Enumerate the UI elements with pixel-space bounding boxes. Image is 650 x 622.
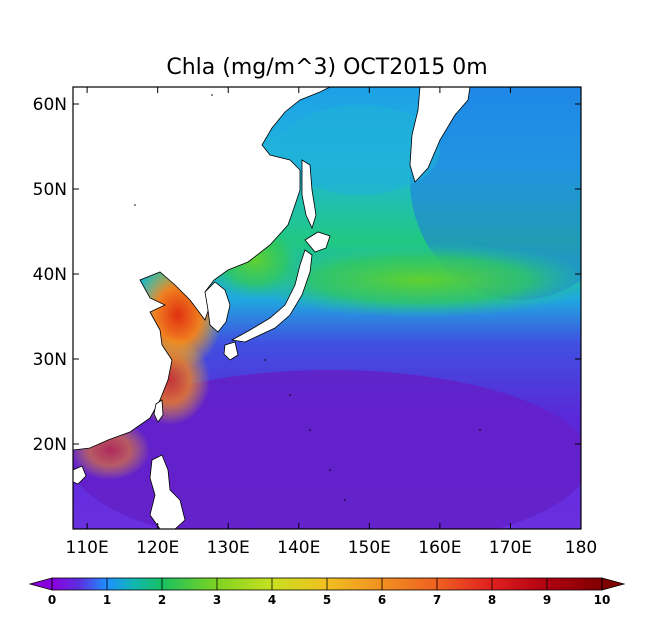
kamchatka-peninsula xyxy=(409,87,471,183)
colorbar-label: 5 xyxy=(323,593,331,607)
colorbar-label: 0 xyxy=(48,593,56,607)
colorbar-label: 7 xyxy=(433,593,441,607)
philippine-islands xyxy=(149,454,186,529)
asian-continent xyxy=(73,87,331,451)
sakhalin-island xyxy=(301,159,317,230)
lon-label: 110E xyxy=(66,538,109,558)
colorbar-label: 2 xyxy=(158,593,166,607)
colorbar-label: 3 xyxy=(213,593,221,607)
colorbar-label: 8 xyxy=(488,593,496,607)
latitude-axis: 60N 50N 40N 30N 20N xyxy=(33,95,581,455)
colorbar-labels: 0 1 2 3 4 5 6 7 8 9 10 xyxy=(48,578,611,607)
lon-label: 160E xyxy=(418,538,461,558)
lat-label: 30N xyxy=(33,350,67,370)
colorbar-label: 10 xyxy=(594,593,611,607)
lon-label: 180 xyxy=(565,538,597,558)
okhotsk-sea-region xyxy=(280,105,440,195)
lon-label: 130E xyxy=(207,538,250,558)
map-title: Chla (mg/m^3) OCT2015 0m xyxy=(166,55,487,80)
colorbar-label: 9 xyxy=(543,593,551,607)
colorbar-label: 1 xyxy=(103,593,111,607)
lon-label: 170E xyxy=(489,538,532,558)
map-frame xyxy=(72,86,582,530)
colorbar: 0 1 2 3 4 5 6 7 8 9 10 xyxy=(28,577,626,607)
hainan-island xyxy=(73,465,87,485)
japan-honshu xyxy=(230,249,313,343)
island-chain xyxy=(134,94,481,501)
colorbar-label: 4 xyxy=(268,593,276,607)
lat-label: 40N xyxy=(33,265,67,285)
japan-kyushu xyxy=(223,341,239,361)
lon-label: 140E xyxy=(277,538,320,558)
subtropical-gyre-region xyxy=(73,370,581,529)
land-masses xyxy=(73,87,471,529)
longitude-axis: 110E 120E 130E 140E 150E 160E 170E 180 xyxy=(66,87,597,558)
lat-label: 20N xyxy=(33,435,67,455)
korean-peninsula xyxy=(204,281,231,333)
japan-hokkaido xyxy=(304,231,331,253)
lon-label: 150E xyxy=(348,538,391,558)
taiwan-island xyxy=(153,399,164,423)
lat-label: 60N xyxy=(33,95,67,115)
colorbar-right-arrow xyxy=(601,577,626,591)
colorbar-left-arrow xyxy=(28,577,53,591)
colorbar-label: 6 xyxy=(378,593,386,607)
lon-label: 120E xyxy=(136,538,179,558)
lat-label: 50N xyxy=(33,180,67,200)
map-plot-area xyxy=(73,87,581,529)
kuroshio-extension-region xyxy=(240,242,581,318)
